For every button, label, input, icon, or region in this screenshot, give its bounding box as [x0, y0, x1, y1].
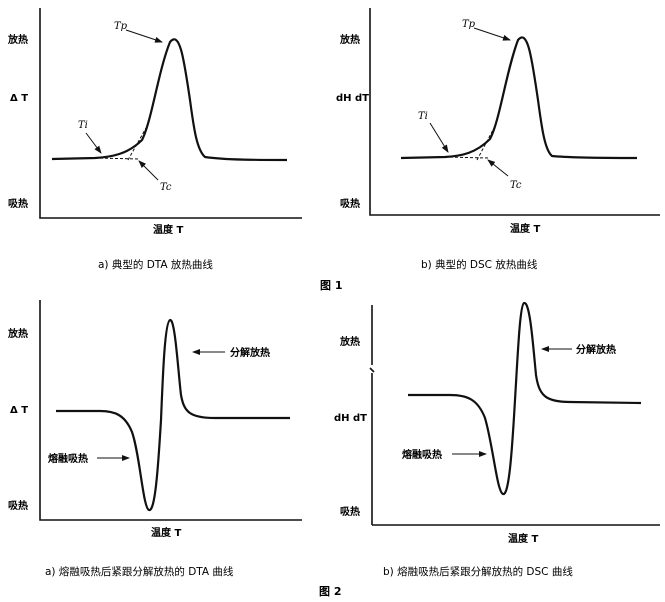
fig2-panel-b: 放热 dH dT 吸热 分解放热 熔融吸热 温度 T b) 熔融吸热后紧跟分解放…	[334, 301, 660, 578]
fig2b-y-dhdt-label: dH dT	[334, 413, 367, 424]
fig1b-dsc-curve	[400, 36, 638, 160]
fig1a-tp-arrow	[125, 29, 163, 43]
fig1b-tp-label: Tp	[462, 19, 476, 30]
fig1b-tc-label: Tc	[510, 180, 522, 191]
fig1b-tangent-line	[476, 127, 495, 161]
fig1b-y-exo-label: 放热	[339, 33, 360, 46]
fig1b-baseline-extrapolation	[444, 156, 489, 159]
figure1-label: 图 1	[320, 279, 342, 292]
fig1a-tangent-line	[127, 127, 147, 161]
fig1b-y-endo-label: 吸热	[340, 197, 360, 210]
fig1a-tc-arrow	[138, 160, 159, 181]
fig1-panel-a: 放热 Δ T 吸热 Tp Ti Tc 温度 T a) 典型的 DTA 放热曲线	[7, 8, 302, 271]
fig2b-caption: b) 熔融吸热后紧跟分解放热的 DSC 曲线	[383, 565, 573, 578]
fig1b-x-label: 温度 T	[510, 222, 540, 235]
fig1b-ti-arrow	[429, 122, 449, 153]
fig1a-y-delta-label: Δ T	[10, 93, 28, 104]
fig1a-baseline-extrapolation	[94, 157, 141, 160]
fig2a-y-delta-label: Δ T	[10, 405, 28, 416]
fig1b-caption: b) 典型的 DSC 放热曲线	[421, 258, 538, 271]
fig2a-y-exo-label: 放热	[7, 327, 28, 340]
fig1-panel-b: 放热 dH dT 吸热 Tp Ti Tc 温度 T b) 典型的 DSC 放热曲…	[336, 8, 660, 271]
fig2b-decomp-label: 分解放热	[576, 343, 616, 356]
figure2-label: 图 2	[319, 585, 341, 598]
fig2a-x-label: 温度 T	[151, 526, 181, 539]
fig2a-decomp-label: 分解放热	[230, 346, 270, 359]
fig1a-dta-curve	[51, 38, 288, 162]
fig1a-tc-label: Tc	[160, 182, 172, 193]
fig2-panel-a: 放热 Δ T 吸热 分解放热 熔融吸热 温度 T a) 熔融吸热后紧跟分解放热的…	[7, 300, 302, 578]
fig1b-axes	[369, 8, 660, 216]
fig1b-y-dhdt-label: dH dT	[336, 93, 369, 104]
fig1a-x-label: 温度 T	[153, 223, 183, 236]
fig1a-axes	[39, 8, 302, 219]
fig2b-dsc-curve	[408, 301, 642, 496]
fig2a-y-endo-label: 吸热	[8, 499, 28, 512]
fig1a-caption: a) 典型的 DTA 放热曲线	[98, 258, 213, 271]
fig1b-tp-arrow	[473, 27, 511, 41]
fig1a-y-endo-label: 吸热	[8, 197, 28, 210]
fig2b-y-endo-label: 吸热	[340, 505, 360, 518]
fig2b-melt-label: 熔融吸热	[402, 448, 442, 461]
fig1a-y-exo-label: 放热	[7, 33, 28, 46]
fig1a-ti-arrow	[85, 132, 102, 154]
fig1b-tc-arrow	[487, 159, 509, 177]
fig2b-axes-vertical	[369, 305, 375, 525]
fig2a-melt-label: 熔融吸热	[48, 452, 88, 465]
fig2a-caption: a) 熔融吸热后紧跟分解放热的 DTA 曲线	[45, 565, 234, 578]
fig2a-axes	[39, 300, 302, 521]
fig1b-ti-label: Ti	[418, 111, 428, 122]
fig1a-tp-label: Tp	[114, 21, 128, 32]
fig1a-ti-label: Ti	[78, 120, 88, 131]
fig2b-x-label: 温度 T	[508, 532, 538, 545]
fig2a-dta-curve	[56, 318, 290, 512]
fig2b-y-exo-label: 放热	[339, 335, 360, 348]
